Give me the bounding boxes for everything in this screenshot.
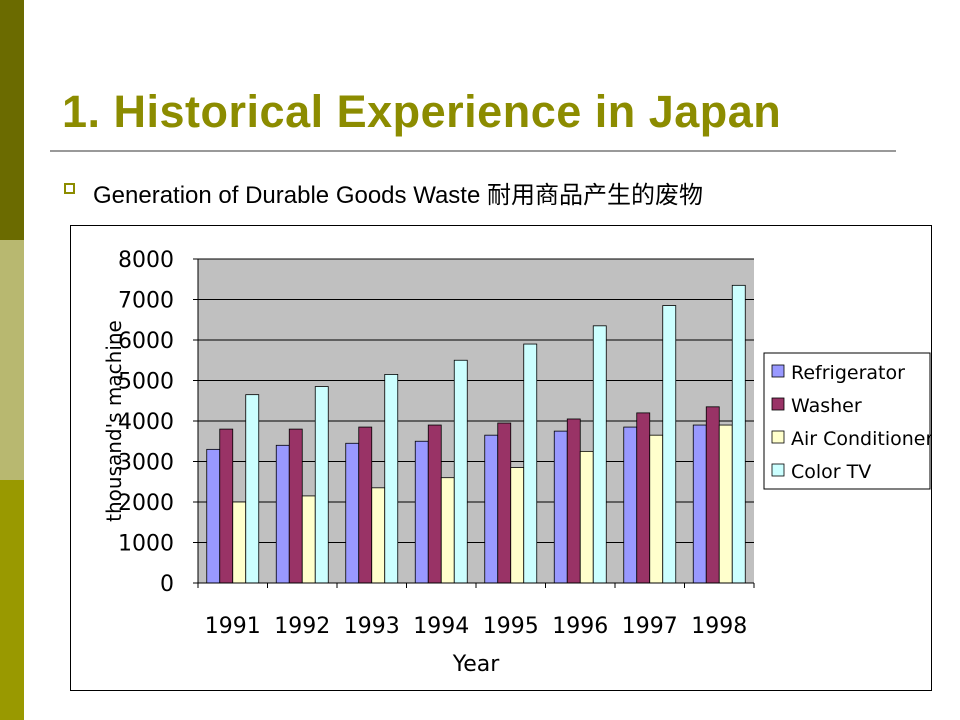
legend-label: Refrigerator — [791, 362, 905, 384]
x-tick-label: 1995 — [483, 614, 539, 639]
bar-refrigerator-1993 — [345, 442, 360, 584]
bar-air-conditioner-1997 — [649, 434, 664, 584]
hollow-square-bullet-icon — [64, 183, 75, 194]
bar-washer-1992 — [288, 428, 303, 584]
bar-refrigerator-1998 — [692, 424, 707, 584]
x-tick-label: 1993 — [344, 614, 400, 639]
bar-color-tv-1998 — [731, 284, 746, 584]
bullet-text: Generation of Durable Goods Waste 耐用商品产生… — [93, 182, 703, 209]
x-tick-label: 1992 — [274, 614, 330, 639]
bar-refrigerator-1997 — [623, 426, 638, 584]
bar-color-tv-1995 — [523, 343, 538, 584]
legend-label: Washer — [791, 395, 862, 417]
bar-washer-1998 — [705, 406, 720, 584]
bar-washer-1996 — [566, 418, 581, 584]
bar-washer-1993 — [358, 426, 373, 584]
legend: Refrigerator Washer Air Conditioner Color T… — [763, 352, 931, 490]
bar-washer-1994 — [427, 424, 442, 584]
chart-frame: 0 1000 2000 3000 4000 5000 6000 7000 8000 1991 19… — [70, 225, 932, 691]
bar-washer-1997 — [636, 412, 651, 584]
x-tick-label: 1994 — [413, 614, 469, 639]
bar-refrigerator-1992 — [275, 444, 290, 584]
bar-refrigerator-1996 — [553, 430, 568, 584]
bar-color-tv-1993 — [384, 374, 399, 584]
bar-refrigerator-1994 — [414, 440, 429, 584]
legend-swatch — [771, 463, 785, 477]
bar-color-tv-1997 — [662, 305, 677, 584]
y-tick-label: 1000 — [118, 532, 174, 557]
bar-refrigerator-1991 — [206, 448, 221, 584]
bar-air-conditioner-1996 — [579, 450, 594, 584]
x-tick-label: 1998 — [691, 614, 747, 639]
bar-color-tv-1994 — [453, 359, 468, 584]
x-axis-label: Year — [452, 652, 501, 677]
bar-air-conditioner-1994 — [440, 477, 455, 584]
y-tick-labels: 0 1000 2000 3000 4000 5000 6000 7000 8000 — [118, 248, 198, 597]
x-tick-label: 1996 — [552, 614, 608, 639]
bar-washer-1991 — [219, 428, 234, 584]
x-tick-label: 1997 — [622, 614, 678, 639]
bar-color-tv-1996 — [592, 325, 607, 584]
bar-color-tv-1992 — [314, 386, 329, 584]
y-tick-label: 3000 — [118, 451, 174, 476]
bar-air-conditioner-1991 — [232, 501, 247, 584]
x-tick-labels: 1991 1992 1993 1994 1995 1996 1997 1998 — [197, 583, 755, 639]
legend-swatch — [771, 397, 785, 411]
side-band-dark — [0, 0, 24, 240]
y-tick-label: 4000 — [118, 410, 174, 435]
bar-air-conditioner-1995 — [510, 467, 525, 584]
bar-color-tv-1991 — [245, 394, 260, 584]
y-tick-label: 6000 — [118, 329, 174, 354]
y-tick-label: 2000 — [118, 491, 174, 516]
y-tick-label: 7000 — [118, 289, 174, 314]
y-tick-label: 8000 — [118, 248, 174, 273]
bar-air-conditioner-1998 — [718, 424, 733, 584]
bar-air-conditioner-1992 — [301, 495, 316, 584]
legend-label: Color TV — [791, 461, 871, 483]
slide-title: 1. Historical Experience in Japan — [62, 86, 782, 137]
bar-refrigerator-1995 — [484, 434, 499, 584]
y-axis-label: thousand's machine — [102, 320, 126, 522]
legend-box — [763, 352, 931, 490]
x-tick-label: 1991 — [205, 614, 261, 639]
bar-air-conditioner-1993 — [371, 487, 386, 584]
y-tick-label: 5000 — [118, 370, 174, 395]
legend-label: Air Conditioner — [791, 428, 931, 450]
side-band-olive — [0, 480, 24, 720]
legend-swatch — [771, 430, 785, 444]
title-divider — [50, 150, 896, 152]
y-tick-label: 0 — [160, 572, 174, 597]
side-band-light — [0, 240, 24, 480]
legend-swatch — [771, 364, 785, 378]
bar-washer-1995 — [497, 422, 512, 584]
